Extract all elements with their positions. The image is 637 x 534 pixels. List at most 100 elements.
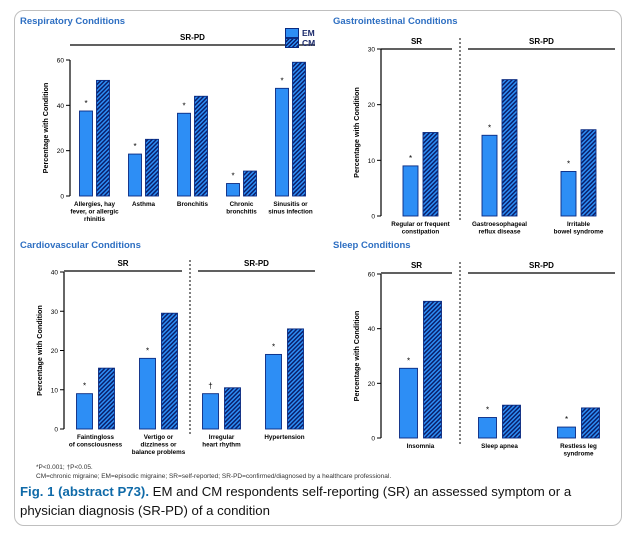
panel-title: Sleep Conditions [333,240,411,251]
bar-cm [422,132,439,217]
category-label: reflux disease [478,229,521,236]
significance-marker: * [567,159,570,168]
panel-title: Respiratory Conditions [20,16,126,27]
gastrointestinal-chart: 0 10 20 30 Percentage with Condition * Regular… [352,37,615,236]
bar-em [478,417,497,439]
panel-respiratory: Respiratory Conditions 0 20 40 60 Percentage… [20,16,320,231]
bar-cm [581,407,600,439]
significance-marker: * [409,154,412,163]
bar-em [139,357,156,430]
bar-em [177,112,191,197]
panel-title: Gastrointestinal Conditions [333,16,458,27]
bar-em [226,183,240,197]
y-tick-label: 20 [57,148,65,155]
significance-marker: * [407,356,410,365]
y-tick-label: 40 [51,270,59,277]
bar-cm [96,79,110,197]
category-label: Chronic [230,201,254,208]
figure-caption: Fig. 1 (abstract P73). EM and CM respond… [20,482,620,520]
bar-cm [98,367,115,430]
category-label: sinus infection [268,209,313,216]
significance-marker: * [272,342,275,351]
bar-em [481,134,498,217]
significance-marker: * [182,101,185,110]
y-tick-label: 30 [51,309,59,316]
significance-marker: * [565,415,568,424]
group-label: SR [411,37,422,46]
y-axis-label: Percentage with Condition [352,311,361,402]
bar-cm [502,404,521,439]
category-label: of consciousness [69,442,123,449]
category-label: Irritable [567,221,591,228]
figure: Respiratory Conditions 0 20 40 60 Percentage… [20,16,618,474]
significance-marker: * [280,76,283,85]
significance-marker: * [146,346,149,355]
legend-em-swatch [285,28,299,38]
category-label: Bronchitis [177,201,209,208]
bar-em [202,393,219,430]
figure-frame [14,10,622,526]
category-label: bronchitis [226,209,257,216]
group-label: SR-PD [529,37,554,46]
group-label: SR-PD [180,33,205,42]
y-tick-label: 20 [51,348,59,355]
y-tick-label: 20 [368,381,376,388]
bar-em [402,165,419,217]
y-tick-label: 10 [51,387,59,394]
category-label: constipation [402,229,440,236]
category-label: heart rhythm [202,442,241,449]
category-label: Vertigo or [144,434,174,441]
bar-em [128,153,142,197]
significance-marker: * [486,406,489,415]
panel-title: Cardiovascular Conditions [20,240,141,251]
group-label: SR-PD [529,261,554,270]
category-label: Hypertension [264,434,304,441]
legend-cm-swatch [285,38,299,48]
footnote-significance: *P<0.001; †P<0.05. [36,464,93,471]
bar-cm [292,61,306,197]
cardiovascular-chart: 0 10 20 30 40 Percentage with Condition * Faint… [35,259,315,456]
bar-em [76,393,93,430]
significance-marker: * [488,123,491,132]
bar-em [399,367,418,439]
caption-text: EM and CM respondents self-reporting (SR… [20,484,572,518]
group-label: SR [411,261,422,270]
bar-cm [243,170,257,197]
category-label: Sinusitis or [273,201,308,208]
legend-em-label: EM [302,28,315,38]
y-tick-label: 0 [54,427,58,434]
bar-cm [145,138,159,197]
y-tick-label: 60 [368,272,376,279]
legend-em: EM [285,28,315,38]
significance-marker: * [83,382,86,391]
bar-cm [224,387,241,430]
panel-cardiovascular: Cardiovascular Conditions 0 10 20 30 40 Perce… [20,240,320,465]
category-label: Faintingloss [77,434,115,441]
bar-em [265,353,282,430]
y-axis-label: Percentage with Condition [35,305,44,396]
category-label: bowel syndrome [554,229,604,236]
category-label: Asthma [132,201,156,208]
category-label: dizziness or [140,442,177,449]
bar-cm [161,312,178,430]
bar-em [79,110,93,197]
panel-gastrointestinal: Gastrointestinal Conditions 0 10 20 30 Perce… [333,16,618,236]
footnotes: *P<0.001; †P<0.05. CM=chronic migraine; … [36,463,391,481]
significance-marker: * [133,142,136,151]
significance-marker: † [208,382,212,391]
y-tick-label: 10 [368,158,376,165]
category-label: Insomnia [407,443,435,450]
bar-cm [287,328,304,430]
category-label: Allergies, hay [74,201,115,208]
legend-cm: CM [285,38,315,48]
legend-cm-label: CM [302,38,316,48]
bar-cm [423,300,442,439]
y-tick-label: 0 [60,194,64,201]
bar-em [275,87,289,197]
caption-title: Fig. 1 (abstract P73). [20,484,149,499]
y-tick-label: 20 [368,102,376,109]
category-label: fever, or allergic [70,209,119,216]
category-label: Irregular [209,434,235,441]
y-axis-label: Percentage with Condition [41,83,50,174]
y-axis-label: Percentage with Condition [352,87,361,178]
